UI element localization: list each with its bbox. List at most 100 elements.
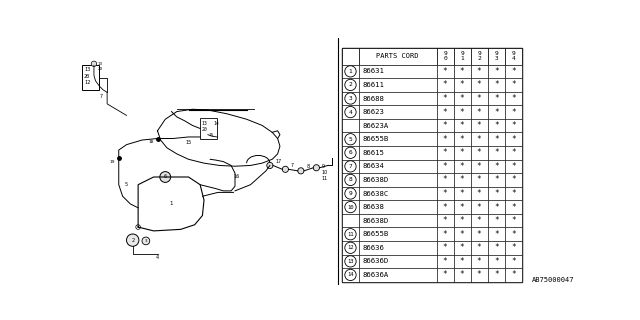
Text: *: * bbox=[477, 243, 481, 252]
Text: 9
3: 9 3 bbox=[494, 52, 498, 61]
Bar bbox=[488, 160, 505, 173]
Text: 9: 9 bbox=[349, 191, 353, 196]
Bar bbox=[359, 268, 436, 282]
Circle shape bbox=[298, 168, 304, 174]
Bar bbox=[342, 187, 359, 200]
Text: 86631: 86631 bbox=[362, 68, 384, 74]
Bar bbox=[470, 241, 488, 255]
Bar bbox=[342, 65, 359, 78]
Bar bbox=[505, 119, 522, 132]
Bar bbox=[505, 228, 522, 241]
Text: 14: 14 bbox=[348, 272, 354, 277]
Text: 13: 13 bbox=[98, 62, 103, 66]
Text: *: * bbox=[511, 243, 516, 252]
Text: *: * bbox=[477, 270, 481, 279]
Bar bbox=[505, 92, 522, 105]
Bar bbox=[436, 132, 454, 146]
Text: *: * bbox=[443, 216, 447, 225]
Bar bbox=[488, 214, 505, 228]
Bar bbox=[436, 92, 454, 105]
Bar bbox=[470, 78, 488, 92]
Bar bbox=[505, 65, 522, 78]
Text: *: * bbox=[511, 94, 516, 103]
Text: *: * bbox=[511, 148, 516, 157]
Bar bbox=[505, 268, 522, 282]
Bar bbox=[470, 65, 488, 78]
Bar bbox=[454, 268, 470, 282]
Text: 3: 3 bbox=[349, 96, 353, 101]
Text: *: * bbox=[460, 135, 465, 144]
Bar bbox=[454, 65, 470, 78]
Bar bbox=[436, 200, 454, 214]
Circle shape bbox=[345, 174, 356, 186]
Bar bbox=[342, 146, 359, 160]
Text: *: * bbox=[460, 189, 465, 198]
Bar bbox=[342, 48, 359, 65]
Text: *: * bbox=[494, 80, 499, 89]
Text: *: * bbox=[477, 108, 481, 116]
Text: *: * bbox=[477, 148, 481, 157]
Bar bbox=[342, 105, 359, 119]
Text: *: * bbox=[443, 189, 447, 198]
Text: *: * bbox=[443, 162, 447, 171]
Text: 7: 7 bbox=[291, 163, 294, 168]
Circle shape bbox=[345, 228, 356, 240]
Bar bbox=[488, 173, 505, 187]
Bar bbox=[470, 228, 488, 241]
Bar bbox=[470, 200, 488, 214]
Bar bbox=[359, 173, 436, 187]
Text: *: * bbox=[477, 121, 481, 130]
Bar bbox=[505, 105, 522, 119]
Text: *: * bbox=[477, 203, 481, 212]
Bar bbox=[488, 92, 505, 105]
Bar bbox=[342, 228, 359, 241]
Text: AB75000047: AB75000047 bbox=[532, 277, 575, 283]
Bar bbox=[342, 48, 522, 282]
Text: 6: 6 bbox=[349, 150, 353, 155]
Text: *: * bbox=[443, 94, 447, 103]
Circle shape bbox=[345, 269, 356, 281]
Circle shape bbox=[282, 166, 289, 172]
Text: *: * bbox=[477, 230, 481, 239]
Bar bbox=[505, 214, 522, 228]
Bar bbox=[454, 187, 470, 200]
Circle shape bbox=[345, 188, 356, 199]
Text: *: * bbox=[494, 230, 499, 239]
Text: 86655B: 86655B bbox=[362, 231, 388, 237]
Text: 14: 14 bbox=[213, 121, 219, 126]
Text: *: * bbox=[494, 243, 499, 252]
Text: 86623: 86623 bbox=[362, 109, 384, 115]
Text: *: * bbox=[511, 257, 516, 266]
Text: *: * bbox=[443, 270, 447, 279]
Text: 7: 7 bbox=[349, 164, 353, 169]
Circle shape bbox=[345, 133, 356, 145]
Bar bbox=[454, 146, 470, 160]
Text: 10: 10 bbox=[322, 170, 328, 175]
Text: *: * bbox=[443, 257, 447, 266]
Text: 20: 20 bbox=[202, 127, 207, 132]
Circle shape bbox=[160, 172, 171, 182]
Bar bbox=[436, 48, 454, 65]
Bar bbox=[454, 228, 470, 241]
Bar bbox=[488, 146, 505, 160]
Bar bbox=[342, 268, 359, 282]
Text: 5: 5 bbox=[349, 137, 353, 142]
Text: *: * bbox=[460, 80, 465, 89]
Text: *: * bbox=[477, 94, 481, 103]
Bar bbox=[454, 255, 470, 268]
Bar bbox=[359, 92, 436, 105]
Text: 2: 2 bbox=[131, 238, 134, 243]
Bar bbox=[436, 255, 454, 268]
Bar bbox=[470, 92, 488, 105]
Text: 5: 5 bbox=[125, 182, 128, 187]
Text: 17: 17 bbox=[275, 159, 282, 164]
Circle shape bbox=[345, 202, 356, 213]
Bar bbox=[454, 132, 470, 146]
Text: 3: 3 bbox=[145, 239, 147, 243]
Circle shape bbox=[345, 161, 356, 172]
Bar bbox=[505, 173, 522, 187]
Circle shape bbox=[345, 93, 356, 104]
Bar bbox=[342, 214, 359, 228]
Text: 86638D: 86638D bbox=[362, 218, 388, 224]
Circle shape bbox=[345, 107, 356, 118]
